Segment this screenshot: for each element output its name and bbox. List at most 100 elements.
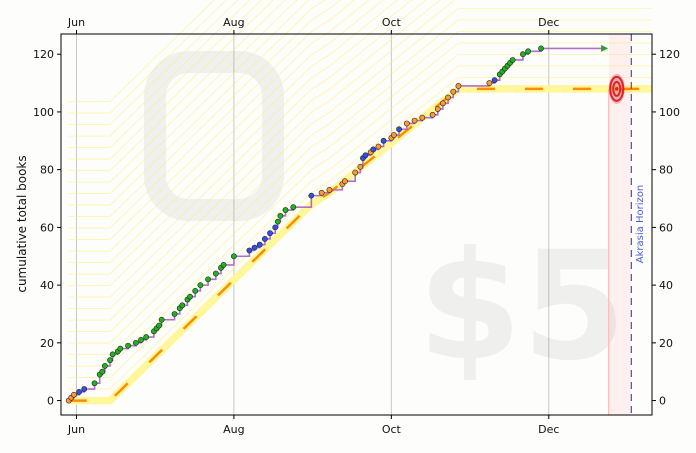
datapoint [187,293,193,300]
goal-target-ring [612,80,622,97]
datapoint [192,287,199,294]
y-tick-label: 40 [659,279,673,292]
datapoint [520,51,526,58]
y-tick-label: 60 [40,221,54,234]
datapoint [205,276,212,283]
datapoint [411,117,418,124]
horizon-shade [608,34,632,415]
y-tick-label: 40 [40,279,54,292]
x-tick-label: Oct [382,423,402,436]
y-axis-label: cumulative total books [15,155,29,292]
datapoint [391,132,397,138]
datapoint [352,169,359,176]
datapoint [326,186,333,193]
road-guide-line [68,0,326,206]
datapoint [71,391,77,398]
datapoint [450,88,457,95]
datapoint [179,302,186,309]
datapoint [375,143,382,150]
road-guide-line [68,0,384,252]
datapoint [282,207,289,213]
road-guide-line [68,0,427,286]
datapoint [357,163,364,170]
datapoint [220,262,227,268]
road-guide-line [68,0,251,137]
datapoint [212,270,219,277]
data-layer [65,44,625,404]
road-centerline [68,87,652,402]
x-tick-label: Aug [223,423,244,436]
datapoint [125,342,132,349]
y-tick-label: 120 [659,48,680,61]
road-guide-line [68,0,356,229]
road-guide-line [68,0,413,275]
datapoint [318,189,325,196]
x-tick-label: Aug [223,16,244,29]
datapoint [171,311,178,317]
datapoint [109,351,116,358]
datapoint [440,100,446,107]
datapoint [308,192,315,199]
y-tick-label: 120 [33,48,54,61]
datapoint [138,337,144,343]
datapoint [362,152,369,159]
datapoint [455,83,462,89]
goal-target-ring [609,75,625,102]
grid-layer [75,34,550,415]
datapoint [81,386,88,392]
datapoint [156,322,162,329]
projection-arrowhead [601,44,609,52]
datapoint [143,334,150,340]
datapoint [99,368,106,375]
y-tick-label: 80 [659,164,673,177]
y-tick-label: 0 [659,395,666,408]
goal-target-center [614,87,619,91]
smiley-watermark [144,51,284,221]
datapoint [290,204,297,211]
y-tick-label: 0 [47,395,54,408]
road-guide-line [68,0,310,194]
road-guide-line [68,0,441,298]
datapoint [132,339,139,346]
road-guide-line [68,30,652,344]
x-tick-label: Jun [67,423,85,436]
road-guide-line [68,0,239,125]
x-tick-label: Dec [538,423,559,436]
datapoint [101,363,108,369]
datapoint [251,244,258,251]
road-guide-line [68,0,456,309]
datapoint [403,120,410,127]
road-guide-line [68,76,652,390]
datapoint [76,389,82,395]
datapoint [525,48,532,55]
datapoint [341,178,348,185]
datapoint [538,45,544,52]
datapoint [267,230,273,237]
road-guide-line [68,19,652,332]
y-tick-label: 100 [33,106,54,119]
road-guide-line [68,42,652,355]
plot-frame [60,33,653,416]
datapoint [277,212,284,219]
datapoint [396,126,402,133]
road-guide-line [68,0,274,160]
datapoint [419,114,426,121]
y-tick-label: 100 [659,106,680,119]
axis-layer: 0 0 20 20 40 40 60 60 80 80 100 100 120 120 Jun Jun Aug A… [33,16,680,436]
y-tick-label: 60 [659,221,673,234]
road-guide-line [68,0,215,102]
datapoint [231,253,237,260]
road-guide-line [68,0,399,263]
datapoint [256,241,263,248]
x-tick-label: Dec [538,16,559,29]
road-guide-line [68,0,286,171]
datapoint [434,106,441,112]
datapoint [486,80,493,86]
datapoint [107,357,113,364]
datapoint [261,236,268,242]
datapoint [429,111,436,118]
datapoint [158,316,165,323]
road-guide-line [68,0,298,183]
pledge-watermark: $5 [418,220,627,394]
